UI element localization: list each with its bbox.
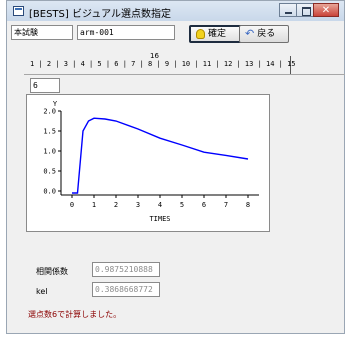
x-tick-label: 5 [180, 201, 184, 209]
x-tick-label: 7 [224, 201, 228, 209]
experiment-label-field: 本試験 [11, 25, 73, 40]
divider-line [24, 74, 345, 75]
kel-value-field: 0.3868668772 [92, 282, 160, 297]
x-tick-label: 3 [136, 201, 140, 209]
y-tick-label: 0.0 [43, 188, 56, 196]
minimize-icon[interactable] [279, 3, 297, 17]
back-button[interactable]: ↶ 戻る [239, 25, 289, 43]
app-icon [13, 6, 24, 16]
corr-value-field: 0.9875210888 [92, 262, 160, 277]
y-tick-label: 1.0 [43, 148, 56, 156]
window-controls: ✕ [279, 3, 339, 17]
ruler-marker [290, 56, 291, 74]
y-axis-label: Y [53, 100, 58, 108]
y-tick-label: 0.5 [43, 168, 56, 176]
ruler-selected-number: 16 [150, 52, 159, 60]
close-button[interactable]: ✕ [313, 3, 339, 17]
points-field[interactable]: 6 [30, 78, 60, 93]
maximize-icon[interactable] [296, 3, 314, 17]
y-tick-label: 2.0 [43, 108, 56, 116]
chart-svg: Y TIMES 0.0 0.5 1.0 1.5 2.0 0 1 2 3 4 5 6 7 8 [43, 100, 259, 223]
x-tick-label: 0 [70, 201, 74, 209]
corr-label: 相関係数 [36, 267, 68, 276]
x-tick-label: 8 [246, 201, 250, 209]
kel-label: kel [36, 287, 48, 296]
confirm-label: 確定 [208, 29, 227, 39]
x-tick-label: 6 [202, 201, 206, 209]
series-line [72, 117, 249, 194]
window-title: [BESTS] ビジュアル選点数指定 [29, 9, 171, 20]
x-tick-label: 2 [114, 201, 118, 209]
x-tick-label: 4 [158, 201, 162, 209]
lightbulb-icon [196, 28, 205, 39]
title-bar[interactable]: [BESTS] ビジュアル選点数指定 ✕ [7, 1, 344, 21]
back-label: 戻る [257, 29, 276, 39]
chart-area: Y TIMES 0.0 0.5 1.0 1.5 2.0 0 1 2 3 4 5 6 7 8 [26, 94, 270, 232]
point-count-ruler[interactable]: 1 | 2 | 3 | 4 | 5 | 6 | 7 | 8 | 9 | 10 |… [30, 60, 296, 68]
status-message: 選点数6で計算しました。 [28, 310, 122, 319]
experiment-id-field[interactable]: arm-001 [77, 25, 175, 40]
close-icon: ✕ [321, 5, 331, 16]
y-tick-label: 1.5 [43, 128, 56, 136]
undo-arrow-icon: ↶ [245, 26, 255, 40]
x-axis-label: TIMES [149, 215, 170, 223]
x-tick-label: 1 [92, 201, 96, 209]
confirm-button[interactable]: 確定 [189, 25, 243, 43]
